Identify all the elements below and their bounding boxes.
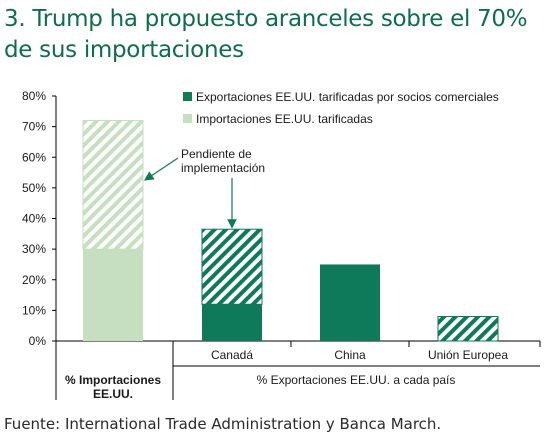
group-label-exports: % Exportaciones EE.UU. a cada país bbox=[257, 373, 456, 387]
legend-swatch-exports bbox=[183, 92, 192, 101]
annotation-arrow-left bbox=[144, 157, 179, 181]
y-tick-label: 40% bbox=[22, 212, 46, 226]
y-tick-label: 0% bbox=[29, 334, 47, 348]
legend-label-imports: Importaciones EE.UU. tarificadas bbox=[196, 112, 373, 126]
annotation-text: Pendiente de bbox=[181, 147, 252, 161]
group-label-imports: EE.UU. bbox=[93, 387, 133, 401]
bar-segment bbox=[201, 228, 263, 305]
y-tick-label: 60% bbox=[22, 150, 46, 164]
bar-segment bbox=[83, 249, 143, 341]
source-note: Fuente: International Trade Administrati… bbox=[4, 415, 442, 433]
y-tick-label: 20% bbox=[22, 273, 46, 287]
legend-swatch-imports bbox=[183, 114, 192, 123]
y-tick-label: 30% bbox=[22, 242, 46, 256]
category-label: China bbox=[334, 348, 366, 362]
bar-segment bbox=[82, 120, 144, 250]
legend-label-exports: Exportaciones EE.UU. tarificadas por soc… bbox=[196, 90, 499, 104]
category-label: Unión Europea bbox=[428, 348, 508, 362]
group-label-imports: % Importaciones bbox=[65, 373, 161, 387]
y-tick-label: 80% bbox=[22, 89, 46, 103]
y-tick-label: 50% bbox=[22, 181, 46, 195]
bar-segment bbox=[320, 264, 380, 341]
annotation-text: implementación bbox=[181, 161, 265, 175]
bar-segment bbox=[202, 304, 262, 341]
bar-segment bbox=[437, 316, 499, 342]
y-tick-label: 70% bbox=[22, 120, 46, 134]
y-tick-label: 10% bbox=[22, 303, 46, 317]
chart-title: 3. Trump ha propuesto aranceles sobre el… bbox=[4, 6, 528, 63]
category-label: Canadá bbox=[211, 348, 253, 362]
